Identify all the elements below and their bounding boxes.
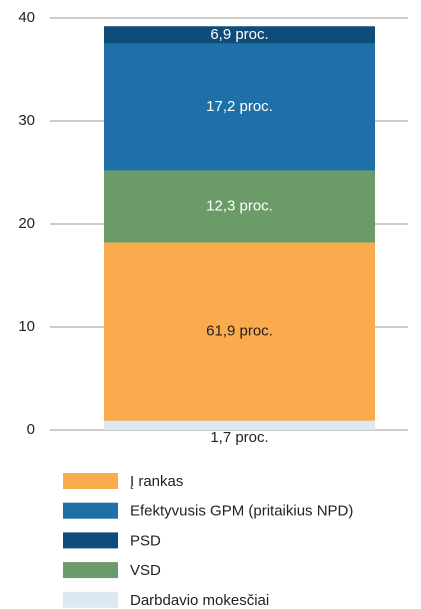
legend-swatch: [63, 502, 118, 519]
bar-segment: [104, 43, 375, 171]
segment-label: 6,9 proc.: [210, 26, 268, 43]
y-tick-label: 20: [18, 215, 35, 232]
y-tick-label: 30: [18, 112, 35, 129]
bar-segment: [104, 242, 375, 421]
segment-label: 61,9 proc.: [206, 323, 273, 340]
legend-label: PSD: [130, 532, 161, 549]
legend-label: VSD: [130, 562, 161, 579]
y-tick-label: 0: [27, 421, 35, 438]
legend-swatch: [63, 473, 118, 489]
legend-swatch: [63, 532, 118, 549]
y-tick-label: 40: [18, 9, 35, 26]
segment-label: 1,7 proc.: [210, 429, 268, 446]
legend-swatch: [63, 591, 118, 608]
bar-segment: [104, 26, 375, 44]
legend-swatch: [63, 562, 118, 579]
segment-label: 17,2 proc.: [206, 98, 273, 115]
y-tick-label: 10: [18, 318, 35, 335]
segment-label: 12,3 proc.: [206, 197, 273, 214]
bar-segment: [104, 170, 375, 243]
bar-segment: [104, 420, 375, 430]
legend-label: Efektyvusis GPM (pritaikius NPD): [130, 503, 353, 520]
legend-label: Darbdavio mokesčiai: [130, 592, 269, 609]
legend-label: Į rankas: [130, 473, 183, 490]
